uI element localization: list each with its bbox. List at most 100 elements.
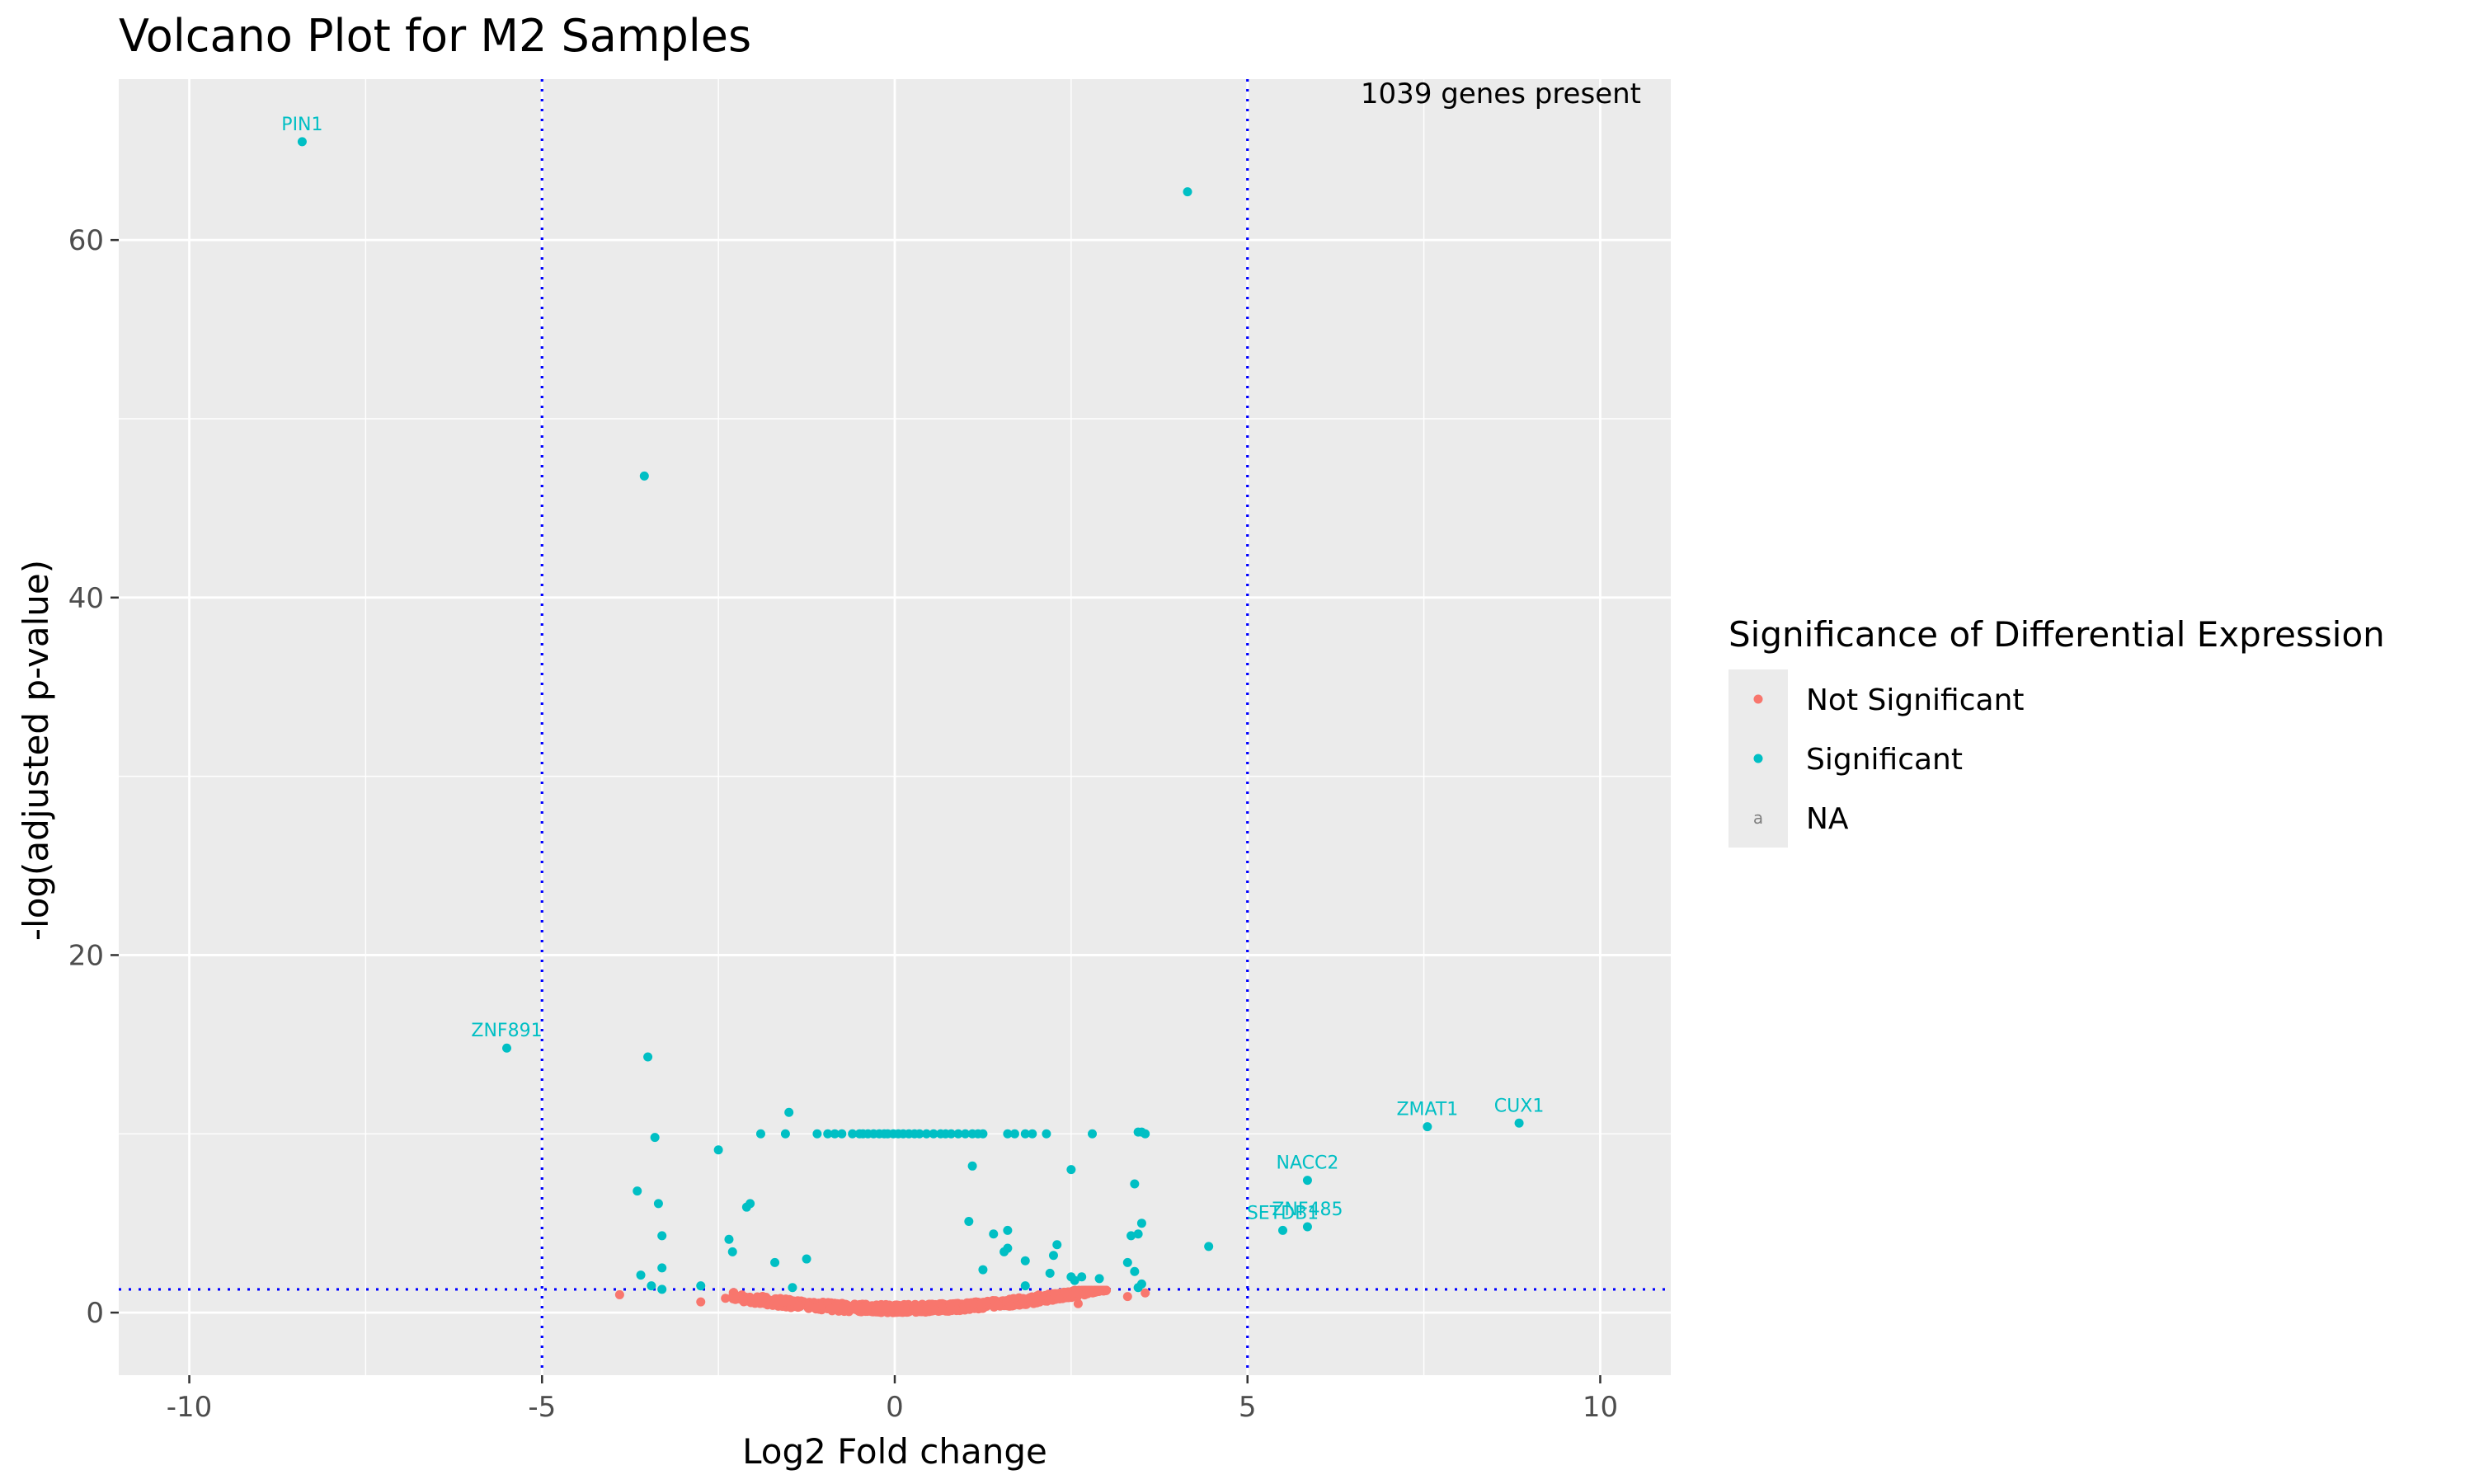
not-significant-point <box>901 1307 910 1317</box>
significant-point <box>978 1265 988 1275</box>
significant-point <box>837 1129 847 1139</box>
chart-title: Volcano Plot for M2 Samples <box>119 10 751 62</box>
not-significant-point <box>1084 1285 1094 1295</box>
significant-point <box>1052 1240 1062 1250</box>
significant-point <box>1514 1118 1524 1128</box>
significant-point <box>1028 1129 1037 1139</box>
y-tick-label: 40 <box>68 582 104 615</box>
significant-point <box>784 1107 794 1117</box>
threshold-lines <box>119 79 1671 1375</box>
genes-present-annotation: 1039 genes present <box>1361 77 1641 110</box>
significant-point <box>1136 1219 1146 1228</box>
significant-point <box>724 1234 734 1244</box>
not-significant-point <box>1094 1286 1104 1296</box>
not-significant-point <box>1141 1288 1150 1298</box>
x-tick-label: -10 <box>167 1391 213 1424</box>
significant-point <box>802 1254 811 1264</box>
not-significant-point <box>993 1300 1003 1310</box>
significant-point <box>1048 1251 1058 1261</box>
significant-point <box>1136 1127 1146 1137</box>
significant-point <box>657 1263 667 1273</box>
significant-point <box>643 1052 653 1062</box>
significant-point <box>921 1129 931 1139</box>
not-significant-point <box>931 1305 941 1315</box>
not-significant-point <box>721 1294 731 1303</box>
significant-points <box>297 137 1524 1294</box>
not-significant-point <box>759 1293 769 1303</box>
gene-label: ZMAT1 <box>1396 1100 1458 1120</box>
significant-point <box>1042 1129 1051 1139</box>
not-significant-point <box>793 1303 803 1313</box>
gene-label: NACC2 <box>1277 1153 1339 1174</box>
significant-point <box>653 1199 663 1209</box>
not-significant-point <box>1122 1292 1132 1302</box>
significant-point <box>657 1231 667 1241</box>
significant-point <box>1003 1129 1013 1139</box>
legend-swatch-significant <box>1753 754 1763 763</box>
significant-point <box>1088 1129 1098 1139</box>
x-tick-label: 10 <box>1583 1391 1618 1424</box>
significant-point <box>713 1145 723 1155</box>
significant-point <box>755 1129 765 1139</box>
significant-point <box>741 1202 751 1212</box>
significant-point <box>1130 1179 1140 1189</box>
significant-point <box>1066 1165 1076 1175</box>
not-significant-point <box>945 1300 955 1310</box>
significant-point <box>1020 1256 1030 1266</box>
significant-point <box>848 1129 858 1139</box>
significant-point <box>964 1217 974 1227</box>
significant-point <box>633 1186 642 1196</box>
significant-point <box>1077 1272 1087 1282</box>
significant-point <box>1183 187 1192 197</box>
not-significant-point <box>1070 1288 1080 1298</box>
legend-key-na <box>1729 788 1788 848</box>
y-axis-title: -log(adjusted p-value) <box>16 560 56 941</box>
x-tick-label: -5 <box>528 1391 556 1424</box>
significant-point <box>1278 1225 1287 1235</box>
significant-point <box>1133 1283 1143 1293</box>
legend: Significance of Differential Expression … <box>1729 614 2385 848</box>
significant-point <box>650 1133 660 1143</box>
significant-point <box>1122 1257 1132 1267</box>
significant-point <box>1126 1231 1136 1241</box>
not-significant-point <box>1032 1298 1042 1308</box>
not-significant-point <box>1073 1298 1083 1308</box>
significant-point <box>780 1129 790 1139</box>
significant-point <box>1020 1281 1030 1291</box>
significant-point <box>1045 1268 1055 1278</box>
significant-point <box>1003 1225 1013 1235</box>
gene-label: PIN1 <box>281 115 322 135</box>
x-tick-label: 0 <box>886 1391 904 1424</box>
gene-label: CUX1 <box>1494 1096 1545 1116</box>
not-significant-point <box>913 1306 923 1316</box>
significant-point <box>727 1247 737 1256</box>
significant-point <box>1302 1222 1312 1232</box>
not-significant-point <box>696 1297 706 1307</box>
significant-point <box>647 1281 656 1291</box>
not-significant-points <box>614 1285 1150 1317</box>
not-significant-point <box>1055 1294 1065 1303</box>
significant-point <box>946 1129 956 1139</box>
not-significant-point <box>1018 1294 1028 1304</box>
not-significant-point <box>881 1303 891 1313</box>
significant-point <box>1130 1266 1140 1276</box>
significant-point <box>1423 1122 1432 1132</box>
not-significant-point <box>838 1304 848 1314</box>
legend-label: Significant <box>1806 743 1963 777</box>
significant-point <box>696 1281 706 1291</box>
significant-point <box>788 1283 797 1293</box>
not-significant-point <box>849 1303 859 1313</box>
not-significant-point <box>738 1295 748 1305</box>
not-significant-point <box>763 1300 773 1310</box>
gene-label: SETDB1 <box>1247 1203 1319 1223</box>
x-tick-label: 5 <box>1239 1391 1257 1424</box>
y-tick-label: 20 <box>68 939 104 972</box>
significant-point <box>989 1229 999 1239</box>
not-significant-point <box>614 1289 624 1299</box>
significant-point <box>999 1247 1009 1256</box>
significant-point <box>1302 1176 1312 1186</box>
not-significant-point <box>889 1305 899 1315</box>
y-axis-ticks: 0 20 40 60 <box>68 224 119 1330</box>
significant-point <box>1009 1129 1019 1139</box>
